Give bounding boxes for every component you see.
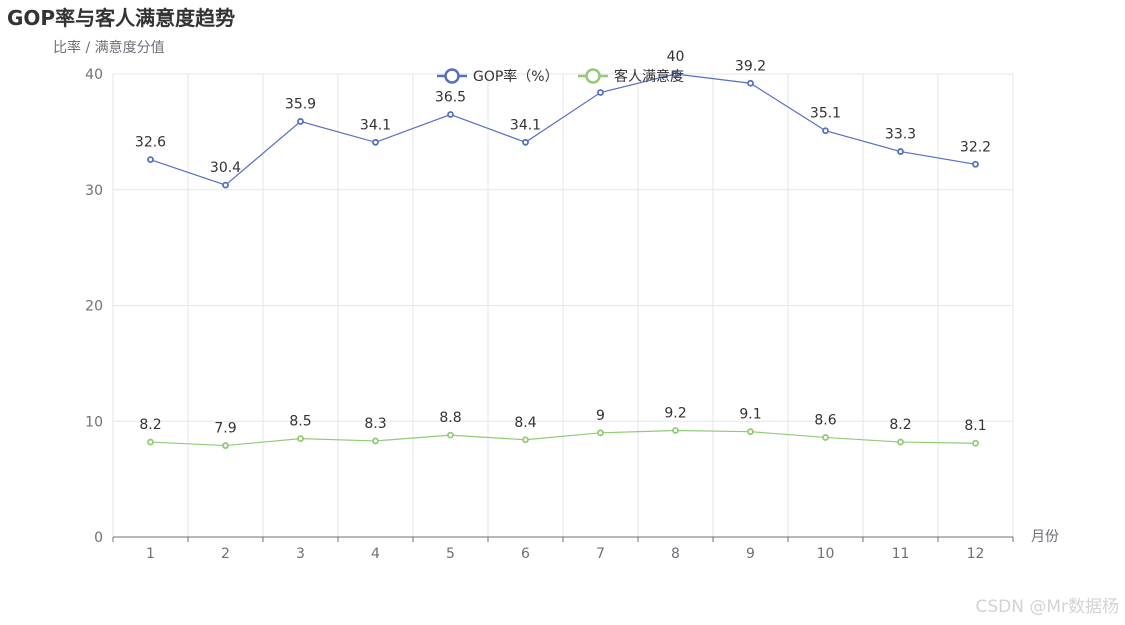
- y-tick-label: 10: [85, 414, 103, 430]
- data-point: [672, 427, 679, 434]
- data-label: 33.3: [885, 127, 916, 143]
- data-label: 35.9: [285, 96, 316, 112]
- data-point: [822, 127, 829, 135]
- data-label: 7.9: [214, 421, 236, 437]
- data-point: [147, 156, 154, 164]
- y-tick-label: 0: [94, 530, 103, 546]
- data-point: [897, 148, 904, 155]
- data-label: 8.2: [889, 417, 911, 433]
- data-point: [897, 438, 904, 446]
- data-labels: 32.6 30.4 35.9 34.1 36.5 34.1 40 39.2 35.1 33.3 32…: [135, 49, 991, 437]
- data-point: [297, 118, 304, 125]
- x-tick-label: 1: [146, 546, 155, 562]
- data-point: [147, 438, 154, 446]
- data-point: [747, 428, 754, 436]
- x-tick-label: 4: [371, 546, 380, 562]
- data-label: 9.2: [664, 406, 686, 422]
- data-label: 32.6: [135, 135, 166, 151]
- x-tick-label: 7: [596, 546, 605, 562]
- legend[interactable]: GOP率（%） 客人满意度: [437, 68, 684, 85]
- y-tick-label: 40: [85, 67, 103, 83]
- data-point: [672, 70, 679, 78]
- data-label: 34.1: [510, 117, 541, 133]
- data-label: 30.4: [210, 160, 241, 176]
- data-point: [372, 437, 379, 445]
- data-label: 8.6: [814, 412, 836, 428]
- data-label: 32.2: [960, 139, 991, 155]
- data-label: 8.2: [139, 417, 161, 433]
- data-point: [297, 435, 304, 443]
- y-tick-label: 20: [85, 299, 103, 315]
- y-tick-label: 30: [85, 183, 103, 199]
- data-label: 36.5: [435, 90, 466, 106]
- x-tick-label: 3: [296, 546, 305, 562]
- legend-circle-icon: [444, 68, 460, 84]
- x-tick-label: 9: [746, 546, 755, 562]
- x-tick-label: 12: [967, 546, 985, 562]
- x-tick-label: 6: [521, 546, 530, 562]
- data-label: 9: [596, 408, 605, 424]
- x-tick-label: 10: [817, 546, 835, 562]
- watermark: CSDN @Mr数据杨: [975, 597, 1119, 617]
- data-point: [447, 111, 454, 118]
- series-line: [150, 73, 976, 186]
- data-point: [522, 436, 529, 444]
- data-point: [597, 429, 604, 437]
- chart-title: GOP率与客人满意度趋势: [7, 6, 236, 30]
- data-point: [522, 138, 529, 146]
- data-point: [972, 439, 979, 447]
- data-label: 34.1: [360, 117, 391, 133]
- series: [147, 70, 979, 449]
- x-tick-label: 5: [446, 546, 455, 562]
- data-point: [222, 181, 229, 189]
- legend-circle-icon: [585, 68, 601, 84]
- data-label: 39.2: [735, 58, 766, 74]
- data-label: 8.8: [439, 410, 461, 426]
- data-point: [822, 434, 829, 441]
- legend-item[interactable]: 客人满意度: [578, 68, 684, 85]
- grid: [112, 73, 1014, 537]
- data-point: [447, 431, 454, 439]
- data-label: 9.1: [739, 407, 761, 423]
- data-label: 8.3: [364, 416, 386, 432]
- x-tick-label: 2: [221, 546, 230, 562]
- series-line: [150, 429, 976, 447]
- data-label: 8.5: [289, 414, 311, 430]
- data-point: [747, 79, 754, 87]
- data-label: 8.4: [514, 415, 536, 431]
- data-label: 40: [667, 49, 685, 65]
- data-label: 35.1: [810, 106, 841, 122]
- data-point: [222, 442, 229, 449]
- legend-label: 客人满意度: [614, 68, 684, 85]
- data-point: [372, 138, 379, 146]
- x-tick-label: 8: [671, 546, 680, 562]
- legend-item[interactable]: GOP率（%）: [437, 68, 559, 85]
- data-point: [597, 89, 604, 96]
- x-tick-label: 11: [892, 546, 910, 562]
- x-axis-label: 月份: [1031, 529, 1059, 545]
- data-label: 8.1: [964, 418, 986, 434]
- y-axis-label: 比率 / 满意度分值: [53, 39, 165, 56]
- data-point: [972, 160, 979, 168]
- legend-label: GOP率（%）: [473, 68, 559, 85]
